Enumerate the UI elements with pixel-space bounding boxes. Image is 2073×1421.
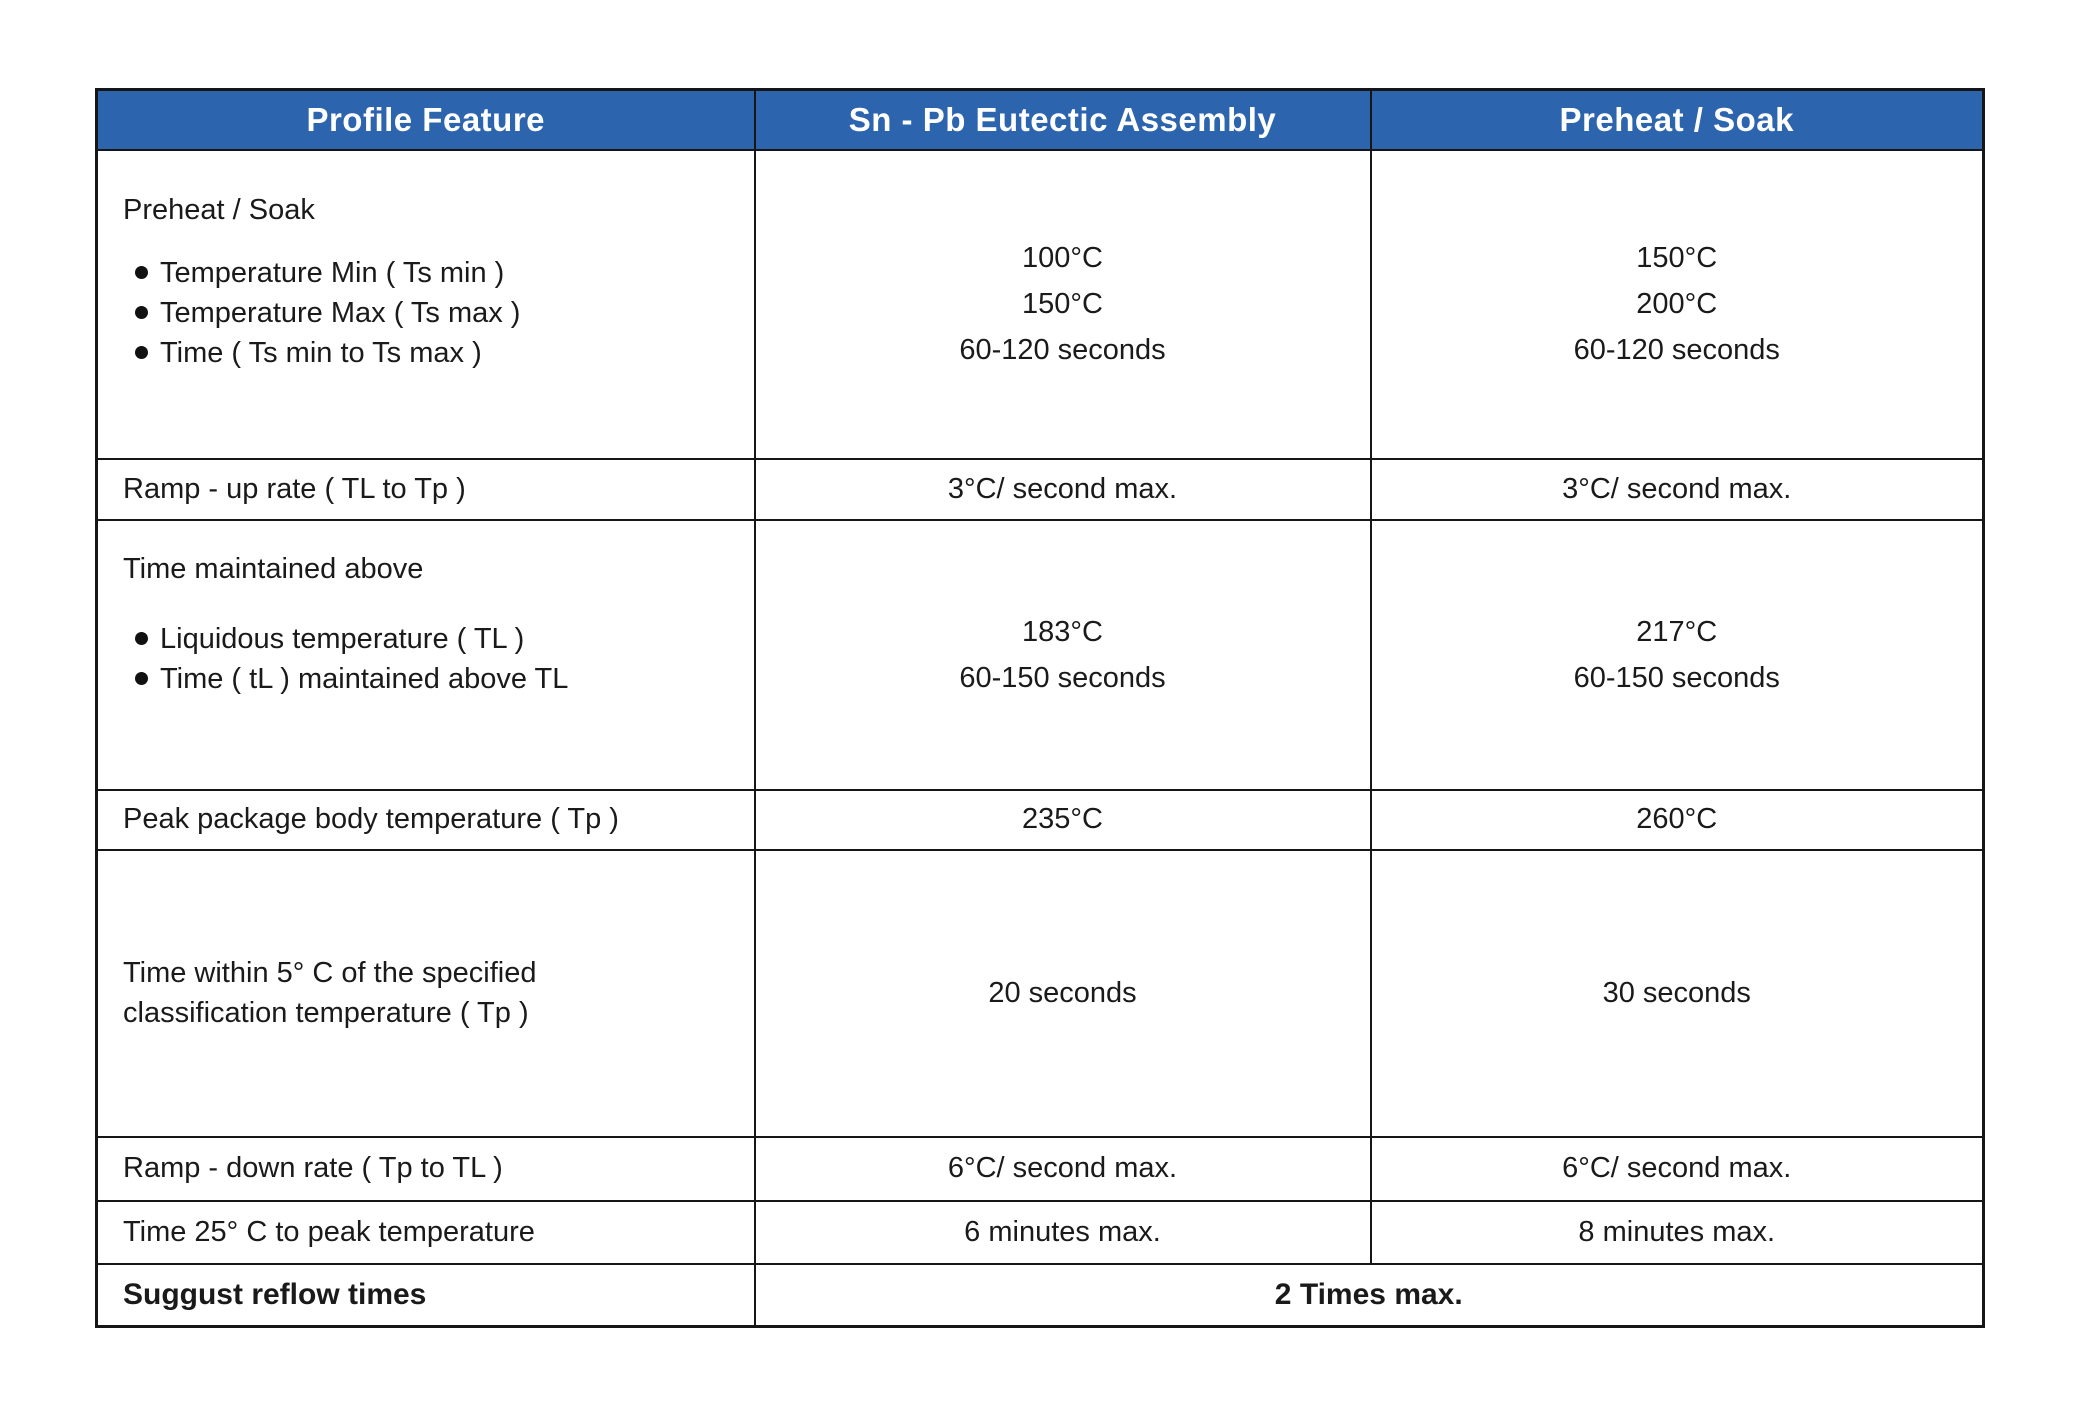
row-preheat-soak: Preheat / Soak Temperature Min ( Ts min … bbox=[95, 148, 1985, 460]
value-line: 100°C bbox=[1022, 242, 1103, 274]
peak-temp-snpb-cell: 235°C bbox=[753, 788, 1372, 851]
value-line: 60-150 seconds bbox=[959, 661, 1166, 694]
value-stack: 150°C 200°C 60-120 seconds bbox=[1373, 235, 1982, 373]
reflow-times-label-cell: Suggust reflow times bbox=[95, 1262, 756, 1328]
time-above-label-cell: Time maintained above Liquidous temperat… bbox=[95, 518, 756, 791]
value-line: 60-120 seconds bbox=[1573, 334, 1780, 366]
value-stack: 100°C 150°C 60-120 seconds bbox=[757, 235, 1369, 373]
bullet-icon bbox=[135, 266, 148, 279]
header-cell-profile-feature: Profile Feature bbox=[95, 88, 756, 151]
preheat-soak-title: Preheat / Soak bbox=[123, 193, 315, 226]
time-25-snpb-cell: 6 minutes max. bbox=[753, 1199, 1372, 1265]
bullet-item-time-ts: Time ( Ts min to Ts max ) bbox=[135, 333, 744, 373]
ramp-down-label-cell: Ramp - down rate ( Tp to TL ) bbox=[95, 1135, 756, 1202]
row-time-25c-to-peak: Time 25° C to peak temperature 6 minutes… bbox=[95, 1199, 1985, 1265]
table-body: Preheat / Soak Temperature Min ( Ts min … bbox=[95, 148, 1985, 1328]
ramp-up-label-cell: Ramp - up rate ( TL to Tp ) bbox=[95, 457, 756, 521]
value-line: 183°C bbox=[1022, 615, 1103, 648]
time-above-snpb-cell: 183°C 60-150 seconds bbox=[753, 518, 1372, 791]
bullet-text: Liquidous temperature ( TL ) bbox=[160, 622, 525, 655]
bullet-item-liquidous-temperature: Liquidous temperature ( TL ) bbox=[135, 619, 744, 659]
value-line: 150°C bbox=[1636, 242, 1718, 274]
preheat-soak-snpb-cell: 100°C 150°C 60-120 seconds bbox=[753, 148, 1372, 460]
value-line: 150°C bbox=[1022, 288, 1103, 320]
time-25-label-cell: Time 25° C to peak temperature bbox=[95, 1199, 756, 1265]
value-line: 217°C bbox=[1636, 615, 1718, 648]
bullet-icon bbox=[135, 346, 148, 359]
peak-temp-label-cell: Peak package body temperature ( Tp ) bbox=[95, 788, 756, 851]
bullet-icon bbox=[135, 306, 148, 319]
row-time-within-5c: Time within 5° C of the specified classi… bbox=[95, 848, 1985, 1138]
header-row: Profile Feature Sn - Pb Eutectic Assembl… bbox=[95, 88, 1985, 151]
bullet-icon bbox=[135, 632, 148, 645]
bullet-text: Time ( tL ) maintained above TL bbox=[160, 662, 569, 695]
bullet-item-time-tl: Time ( tL ) maintained above TL bbox=[135, 659, 744, 699]
ramp-up-preheat-cell: 3°C/ second max. bbox=[1369, 457, 1985, 521]
time-within-label: Time within 5° C of the specified classi… bbox=[123, 953, 744, 1033]
time-within-snpb-cell: 20 seconds bbox=[753, 848, 1372, 1138]
row-ramp-up-rate: Ramp - up rate ( TL to Tp ) 3°C/ second … bbox=[95, 457, 1985, 521]
label-line: classification temperature ( Tp ) bbox=[123, 997, 529, 1029]
reflow-profile-table: Profile Feature Sn - Pb Eutectic Assembl… bbox=[95, 88, 1985, 1328]
time-within-label-cell: Time within 5° C of the specified classi… bbox=[95, 848, 756, 1138]
bullet-text: Time ( Ts min to Ts max ) bbox=[160, 336, 482, 369]
label-line: Time within 5° C of the specified bbox=[123, 957, 537, 989]
bullet-text: Temperature Min ( Ts min ) bbox=[160, 256, 505, 289]
value-stack: 183°C 60-150 seconds bbox=[757, 609, 1369, 701]
value-line: 60-150 seconds bbox=[1573, 661, 1780, 694]
ramp-down-snpb-cell: 6°C/ second max. bbox=[753, 1135, 1372, 1202]
value-line: 60-120 seconds bbox=[959, 334, 1166, 366]
bullet-text: Temperature Max ( Ts max ) bbox=[160, 296, 521, 329]
ramp-up-snpb-cell: 3°C/ second max. bbox=[753, 457, 1372, 521]
time-within-preheat-cell: 30 seconds bbox=[1369, 848, 1985, 1138]
header-cell-preheat-soak: Preheat / Soak bbox=[1369, 88, 1985, 151]
preheat-soak-label-cell: Preheat / Soak Temperature Min ( Ts min … bbox=[95, 148, 756, 460]
bullet-icon bbox=[135, 672, 148, 685]
preheat-soak-preheat-cell: 150°C 200°C 60-120 seconds bbox=[1369, 148, 1985, 460]
peak-temp-preheat-cell: 260°C bbox=[1369, 788, 1985, 851]
time-above-bullet-list: Liquidous temperature ( TL ) Time ( tL )… bbox=[123, 619, 744, 699]
preheat-soak-bullet-list: Temperature Min ( Ts min ) Temperature M… bbox=[123, 253, 744, 373]
time-above-preheat-cell: 217°C 60-150 seconds bbox=[1369, 518, 1985, 791]
bullet-item-temperature-max: Temperature Max ( Ts max ) bbox=[135, 293, 744, 333]
value-stack: 217°C 60-150 seconds bbox=[1373, 609, 1982, 701]
ramp-down-preheat-cell: 6°C/ second max. bbox=[1369, 1135, 1985, 1202]
time-above-title: Time maintained above bbox=[123, 552, 424, 585]
row-peak-package-temperature: Peak package body temperature ( Tp ) 235… bbox=[95, 788, 1985, 851]
row-suggust-reflow-times: Suggust reflow times 2 Times max. bbox=[95, 1262, 1985, 1328]
time-25-preheat-cell: 8 minutes max. bbox=[1369, 1199, 1985, 1265]
value-line: 200°C bbox=[1636, 288, 1718, 320]
reflow-times-value-cell: 2 Times max. bbox=[753, 1262, 1985, 1328]
header-cell-snpb-eutectic-assembly: Sn - Pb Eutectic Assembly bbox=[753, 88, 1372, 151]
bullet-item-temperature-min: Temperature Min ( Ts min ) bbox=[135, 253, 744, 293]
row-ramp-down-rate: Ramp - down rate ( Tp to TL ) 6°C/ secon… bbox=[95, 1135, 1985, 1202]
row-time-maintained-above: Time maintained above Liquidous temperat… bbox=[95, 518, 1985, 791]
table-header: Profile Feature Sn - Pb Eutectic Assembl… bbox=[95, 88, 1985, 151]
